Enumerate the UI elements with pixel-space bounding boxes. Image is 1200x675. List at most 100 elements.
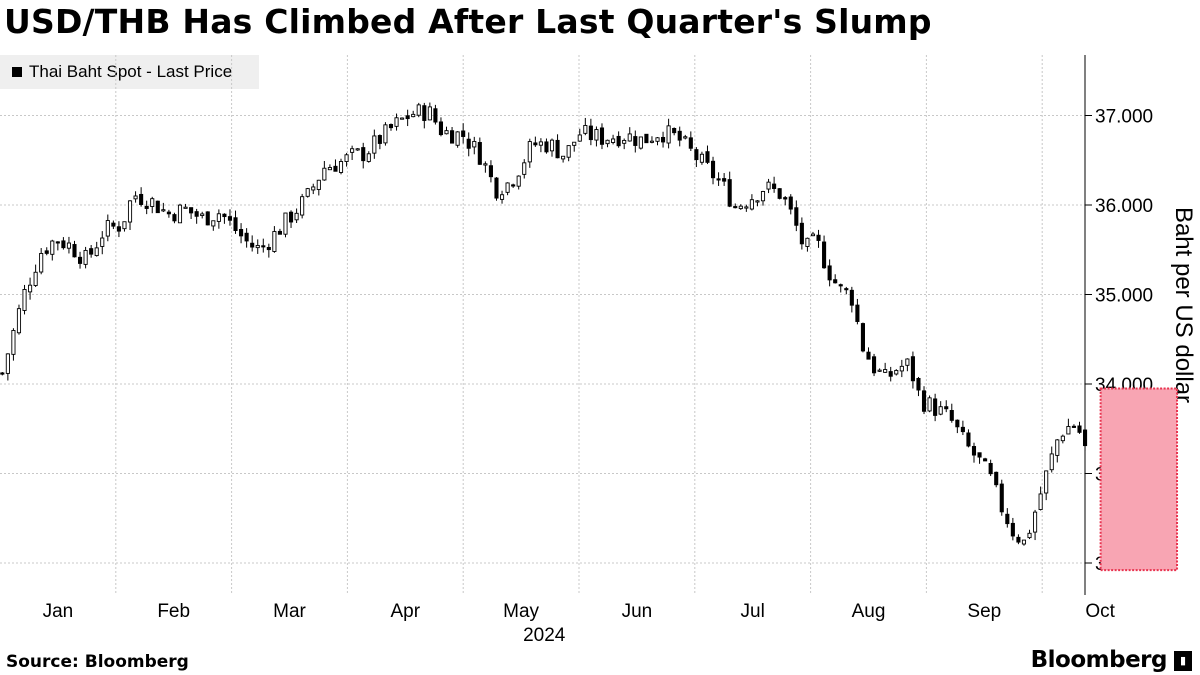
candle-body <box>145 206 148 208</box>
candle-body <box>1050 454 1053 470</box>
candle-body <box>734 207 737 208</box>
candle-body <box>1011 523 1014 536</box>
candle-body <box>456 132 459 145</box>
x-tick-label: Jan <box>43 601 74 622</box>
candle-body <box>101 238 104 246</box>
candle-body <box>345 155 348 162</box>
candle-body <box>478 142 481 164</box>
candle-body <box>362 148 365 161</box>
candle-body <box>167 212 170 214</box>
candle-body <box>234 218 237 231</box>
candle-body <box>667 126 670 143</box>
candle-body <box>811 234 814 236</box>
candle-body <box>434 109 437 122</box>
candle-body <box>1006 514 1009 523</box>
candle-body <box>323 168 326 180</box>
candle-body <box>695 150 698 160</box>
candle-body <box>1039 494 1042 510</box>
terminal-icon: ▮ <box>1174 651 1192 671</box>
y-tick-label: 35.000 <box>1095 286 1153 307</box>
x-tick-label: Sep <box>967 601 1001 622</box>
candle-body <box>67 243 70 248</box>
candle-body <box>228 217 231 221</box>
candle-body <box>267 247 270 249</box>
candle-body <box>539 142 542 145</box>
candle-body <box>367 154 370 162</box>
candle-body <box>1 373 4 374</box>
candle-body <box>606 140 609 143</box>
candle-body <box>184 207 187 208</box>
candle-body <box>95 248 98 256</box>
candle-body <box>689 138 692 148</box>
candle-body <box>73 244 76 256</box>
x-tick-label: Jul <box>741 601 765 622</box>
candle-body <box>600 128 603 144</box>
candle-body <box>273 232 276 252</box>
candle-body <box>389 124 392 127</box>
candle-body <box>395 118 398 127</box>
candle-body <box>162 210 165 211</box>
candle-body <box>306 189 309 197</box>
candle-body <box>278 231 281 234</box>
candle-body <box>189 208 192 213</box>
candle-body <box>728 180 731 207</box>
candle-body <box>556 140 559 157</box>
candle-body <box>1033 512 1036 532</box>
candle-body <box>761 191 764 200</box>
candle-body <box>989 463 992 473</box>
candle-body <box>684 137 687 138</box>
candle-body <box>817 235 820 240</box>
candle-body <box>523 163 526 175</box>
candle-body <box>611 139 614 143</box>
candle-body <box>578 135 581 141</box>
candle-body <box>78 257 81 263</box>
candle-body <box>661 137 664 142</box>
candle-body <box>750 200 753 209</box>
candle-body <box>56 242 59 243</box>
candle-body <box>573 142 576 145</box>
candle-body <box>795 208 798 226</box>
candle-body <box>12 330 15 354</box>
candle-body <box>484 164 487 165</box>
candle-body <box>467 139 470 148</box>
candle-body <box>889 372 892 377</box>
candle-body <box>656 138 659 142</box>
brand-logo: Bloomberg <box>1031 647 1167 673</box>
candle-body <box>423 106 426 121</box>
candle-body <box>617 136 620 145</box>
candle-body <box>717 179 720 180</box>
candle-body <box>678 131 681 140</box>
candle-body <box>723 179 726 182</box>
candle-body <box>906 359 909 365</box>
highlight-box <box>1101 388 1177 570</box>
candle-body <box>1067 426 1070 433</box>
candle-body <box>289 212 292 222</box>
candle-body <box>473 141 476 146</box>
candle-body <box>134 196 137 199</box>
candle-body <box>512 185 515 186</box>
candle-body <box>545 142 548 152</box>
candle-body <box>517 176 520 186</box>
candle-body <box>711 161 714 177</box>
x-tick-label: Oct <box>1085 601 1115 622</box>
candle-body <box>945 407 948 409</box>
x-tick-label: Feb <box>157 601 190 622</box>
candle-body <box>789 197 792 209</box>
candle-body <box>1078 426 1081 432</box>
candle-body <box>822 242 825 268</box>
candle-body <box>861 324 864 351</box>
x-year-label: 2024 <box>523 625 566 646</box>
candle-body <box>334 166 337 171</box>
candle-body <box>412 114 415 116</box>
candle-body <box>245 233 248 241</box>
candle-body <box>6 354 9 374</box>
candle-body <box>45 251 48 254</box>
candle-body <box>884 370 887 373</box>
candle-body <box>1045 471 1048 493</box>
candle-body <box>500 195 503 200</box>
candle-body <box>584 125 587 133</box>
candle-body <box>1072 426 1075 427</box>
candle-body <box>445 131 448 134</box>
candle-body <box>706 152 709 163</box>
